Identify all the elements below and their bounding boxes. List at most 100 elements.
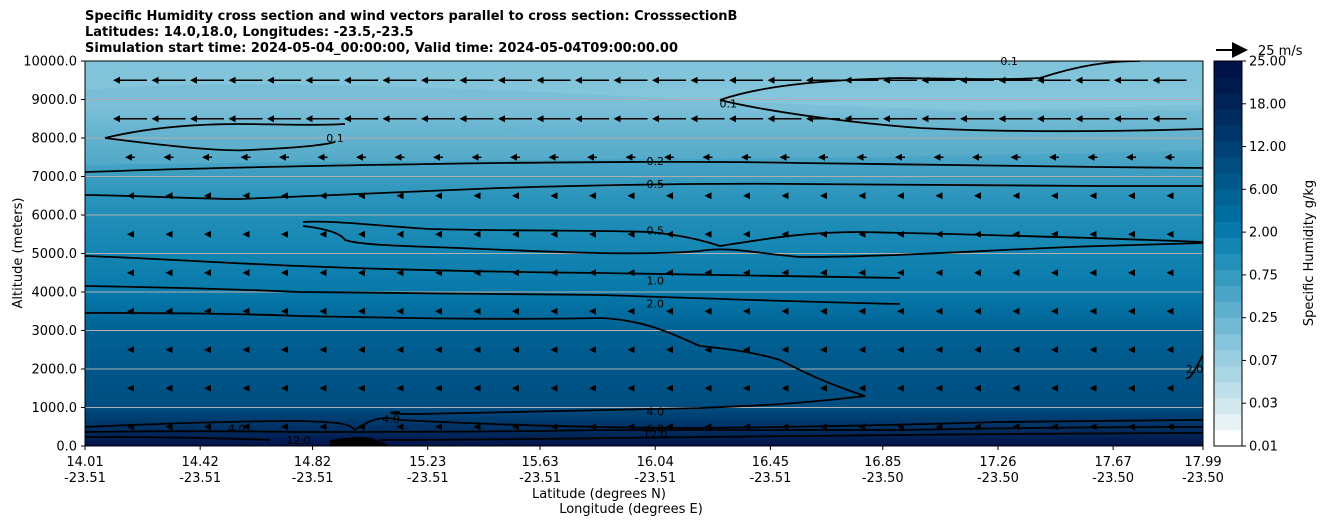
wind-vector — [589, 423, 596, 431]
wind-vector — [536, 76, 571, 84]
wind-vector-head — [589, 192, 596, 200]
wind-vector-head — [473, 230, 481, 238]
wind-vector-head — [204, 346, 211, 354]
wind-vector — [459, 76, 494, 84]
wind-vector — [858, 192, 866, 200]
x-tick-label-lat: 17.99 — [1184, 455, 1221, 470]
wind-vector — [935, 269, 943, 277]
wind-vector-head — [550, 230, 558, 238]
wind-vector-head — [396, 384, 404, 392]
wind-vector-head — [935, 230, 943, 238]
wind-vector — [1089, 346, 1097, 354]
contour-label: 4.0 — [228, 423, 246, 436]
wind-vector — [1051, 307, 1058, 315]
x-tick-label-lon: -23.50 — [862, 471, 904, 486]
wind-vector — [421, 76, 455, 84]
wind-vector-head — [281, 423, 288, 431]
wind-vector-head — [781, 192, 789, 200]
wind-vector-head — [435, 307, 442, 315]
wind-vector-head — [1010, 153, 1018, 161]
y-tick-label: 1000.0 — [32, 401, 78, 416]
wind-vector-head — [281, 307, 288, 315]
wind-vector — [781, 346, 789, 354]
mid-layer-shade — [85, 105, 1203, 165]
wind-vector-head — [267, 115, 274, 123]
x-axis-label-longitude: Longitude (degrees E) — [559, 502, 703, 517]
contour-label: 2.0 — [1186, 363, 1204, 376]
wind-vector-head — [935, 346, 943, 354]
wind-vector — [702, 153, 713, 161]
wind-vector-head — [589, 230, 596, 238]
wind-vector-head — [960, 115, 967, 123]
wind-vector — [844, 115, 879, 123]
wind-vector — [228, 115, 263, 123]
wind-vector — [935, 384, 943, 392]
wind-vector-head — [242, 307, 250, 315]
wind-vector — [820, 384, 827, 392]
wind-vector — [435, 423, 442, 431]
wind-vector-head — [473, 423, 481, 431]
wind-vector — [512, 269, 519, 277]
wind-vector — [652, 76, 686, 84]
wind-vector — [897, 346, 904, 354]
wind-vector — [512, 384, 519, 392]
y-tick-label: 4000.0 — [32, 286, 78, 301]
wind-vector — [998, 76, 1033, 84]
wind-vector-head — [204, 192, 211, 200]
contour-line — [104, 123, 346, 139]
wind-vector-head — [165, 192, 173, 200]
wind-vector — [1166, 423, 1174, 431]
wind-vector-head — [781, 346, 789, 354]
wind-vector-head — [396, 346, 404, 354]
wind-vector — [704, 192, 712, 200]
wind-vector — [974, 192, 981, 200]
wind-vector-head — [165, 346, 173, 354]
wind-vector — [242, 346, 250, 354]
wind-vector-head — [652, 76, 659, 84]
wind-vector — [741, 153, 751, 161]
y-tick-label: 10000.0 — [23, 55, 77, 70]
contour-line — [719, 99, 1203, 133]
wind-vector — [858, 307, 866, 315]
wind-vector — [1087, 153, 1098, 161]
wind-vector-head — [1166, 423, 1174, 431]
wind-vector-head — [974, 230, 981, 238]
wind-vector — [281, 269, 288, 277]
wind-vector — [743, 230, 750, 238]
dry-layer-shade — [85, 61, 1203, 112]
wind-vector — [435, 307, 442, 315]
wind-vector — [204, 423, 211, 431]
wind-vector-head — [921, 76, 929, 84]
wind-vector — [1012, 423, 1020, 431]
wind-vector — [512, 192, 519, 200]
wind-vector-head — [127, 423, 134, 431]
wind-vector — [512, 307, 519, 315]
wind-vector-head — [1012, 307, 1020, 315]
colorbar-segment — [1214, 141, 1242, 158]
wind-vector — [279, 153, 289, 161]
wind-vector-head — [1152, 115, 1160, 123]
wind-vector — [1089, 423, 1097, 431]
wind-vector-head — [319, 346, 327, 354]
wind-vector-head — [974, 346, 981, 354]
wind-vector-head — [165, 269, 173, 277]
wind-vector-head — [396, 192, 404, 200]
y-tick-label: 0.0 — [56, 440, 77, 455]
wind-vector — [267, 76, 301, 84]
title-line-2: Latitudes: 14.0,18.0, Longitudes: -23.5,… — [85, 25, 414, 40]
wind-vector-head — [242, 384, 250, 392]
wind-vector-head — [974, 307, 981, 315]
wind-vector — [151, 115, 186, 123]
wind-vector-head — [820, 423, 827, 431]
wind-vector-head — [459, 115, 467, 123]
wind-vector — [548, 153, 559, 161]
colorbar-segment — [1214, 237, 1242, 254]
wind-vector-head — [972, 153, 979, 161]
wind-vector-head — [974, 269, 981, 277]
wind-vector-head — [1087, 153, 1095, 161]
wind-vector-head — [858, 269, 866, 277]
wind-vector — [550, 423, 558, 431]
wind-vector — [473, 346, 481, 354]
wind-vector-head — [998, 115, 1006, 123]
colorbar-tick-label: 18.00 — [1249, 97, 1286, 112]
